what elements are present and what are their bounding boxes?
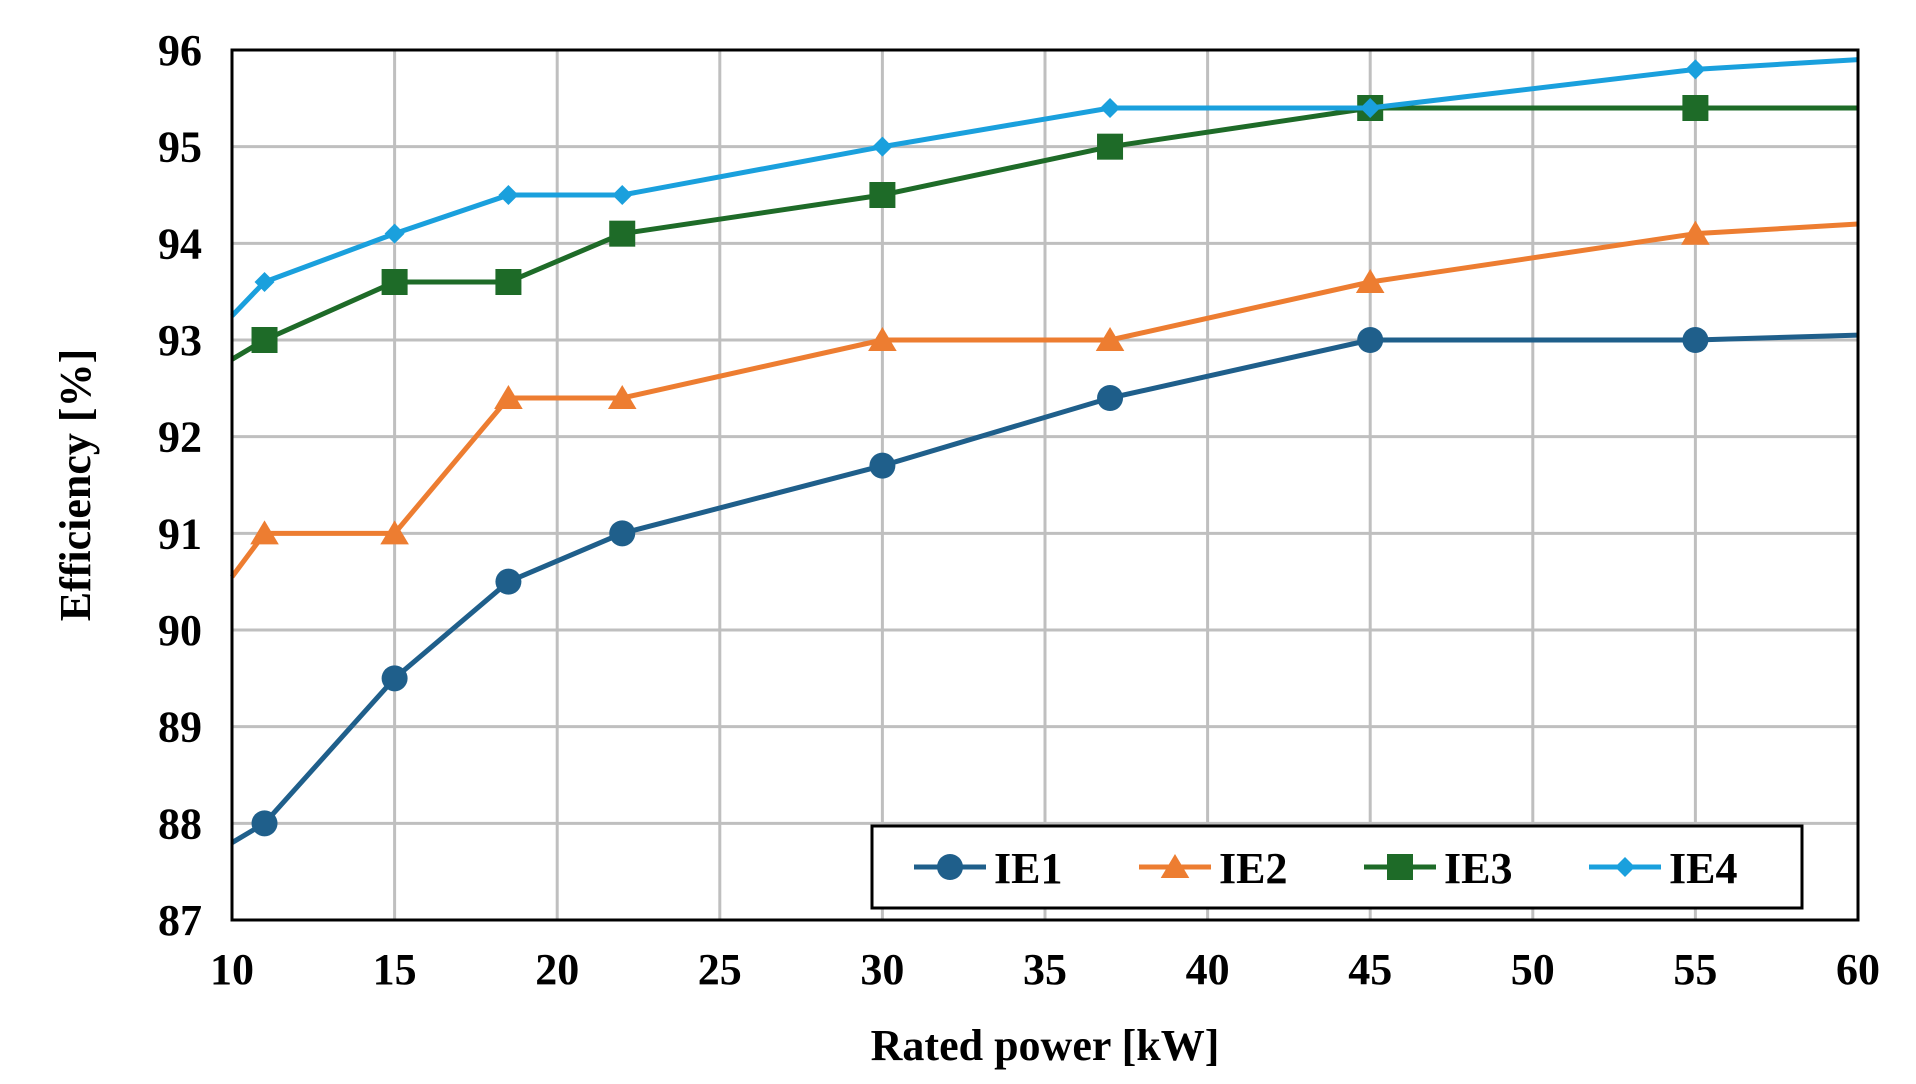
legend-label: IE1 <box>994 844 1062 893</box>
legend-marker <box>1615 857 1635 877</box>
legend-marker <box>1160 854 1190 879</box>
series-line <box>230 332 1859 845</box>
data-point <box>251 327 278 353</box>
data-point <box>1682 95 1709 121</box>
series-ie1 <box>230 327 1859 845</box>
legend-label: IE2 <box>1219 844 1287 893</box>
data-point <box>1357 327 1384 353</box>
y-tick-label: 87 <box>158 896 202 945</box>
data-point <box>1097 385 1124 411</box>
x-tick-label: 40 <box>1186 945 1230 994</box>
legend-item-ie1: IE1 <box>914 844 1062 893</box>
data-point <box>495 269 522 295</box>
x-tick-label: 45 <box>1348 945 1392 994</box>
x-tick-label: 10 <box>210 945 254 994</box>
data-point <box>609 220 636 247</box>
plot-area-border <box>230 48 1860 922</box>
data-point <box>1095 327 1125 352</box>
y-tick-label: 95 <box>158 123 202 172</box>
data-point <box>868 327 897 352</box>
data-point <box>1681 220 1710 245</box>
data-point <box>872 136 893 157</box>
y-tick-label: 94 <box>158 219 202 268</box>
series-layer <box>229 57 1859 845</box>
data-point <box>612 185 633 205</box>
y-tick-label: 91 <box>158 509 202 558</box>
legend-label: IE4 <box>1669 844 1737 893</box>
series-line <box>230 105 1858 362</box>
x-tick-label: 50 <box>1511 945 1555 994</box>
y-axis-label: Efficiency [%] <box>51 349 100 621</box>
data-point <box>1360 98 1381 118</box>
y-tick-label: 90 <box>158 606 202 655</box>
series-line <box>230 57 1859 318</box>
data-point <box>494 385 523 410</box>
data-point <box>869 182 896 208</box>
data-point <box>1685 59 1706 80</box>
legend-label: IE3 <box>1444 844 1512 893</box>
x-tick-label: 60 <box>1836 945 1880 994</box>
x-tick-label: 20 <box>535 945 579 994</box>
data-point <box>498 185 519 205</box>
legend-item-ie4: IE4 <box>1589 844 1737 893</box>
x-tick-label: 25 <box>698 945 742 994</box>
data-point <box>384 223 405 244</box>
y-tick-label: 89 <box>158 703 202 752</box>
legend: IE1 IE2 IE3 IE4 <box>870 824 1804 910</box>
data-point <box>1100 98 1121 118</box>
legend-marker <box>937 854 963 880</box>
data-point <box>869 452 896 479</box>
y-tick-label: 92 <box>158 413 202 462</box>
x-tick-label: 30 <box>860 945 904 994</box>
x-axis-label: Rated power [kW] <box>871 1021 1220 1070</box>
data-point <box>1682 327 1709 353</box>
x-tick-label: 15 <box>373 945 417 994</box>
data-point <box>607 385 637 410</box>
series-line <box>229 221 1859 579</box>
y-tick-label: 88 <box>158 799 202 848</box>
data-point <box>381 269 408 295</box>
data-point <box>381 665 408 692</box>
data-point <box>250 520 279 545</box>
series-ie2 <box>229 220 1859 579</box>
data-point <box>251 810 278 837</box>
legend-marker <box>1387 854 1413 880</box>
data-point <box>609 520 636 547</box>
y-tick-label: 93 <box>158 316 202 365</box>
data-point <box>254 272 275 292</box>
grid <box>230 48 1860 922</box>
data-point <box>1355 269 1385 294</box>
y-tick-label: 96 <box>158 26 202 75</box>
legend-item-ie3: IE3 <box>1364 844 1512 893</box>
x-tick-label: 55 <box>1673 945 1717 994</box>
series-ie4 <box>230 57 1859 318</box>
x-tick-label: 35 <box>1023 945 1067 994</box>
legend-item-ie2: IE2 <box>1139 844 1287 893</box>
data-point <box>495 568 522 595</box>
data-point <box>380 520 409 545</box>
x-axis-ticks: 10 15 20 25 30 35 40 45 50 55 60 <box>210 945 1880 994</box>
series-ie3 <box>230 95 1858 362</box>
data-point <box>1097 133 1124 160</box>
y-axis-ticks: 87 88 89 90 91 92 93 94 95 96 <box>158 26 202 945</box>
